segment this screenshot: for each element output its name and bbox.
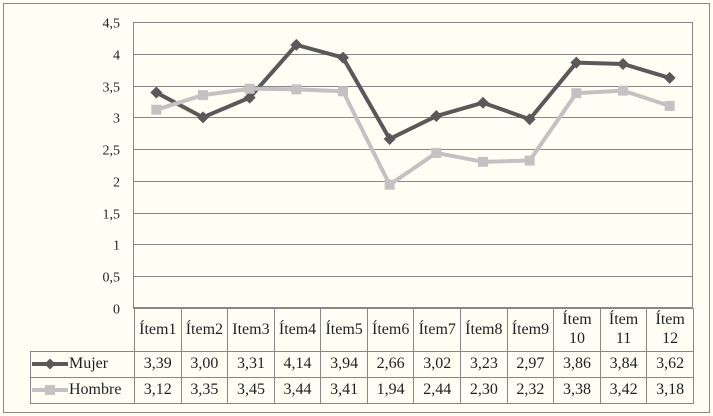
mujer-diamond-marker-icon <box>477 96 489 109</box>
y-axis-label: 4,5 <box>103 17 121 32</box>
mujer-diamond-marker-icon <box>523 113 536 126</box>
y-axis-label: 3,5 <box>103 81 121 96</box>
plot-border <box>133 22 693 308</box>
hombre-square-marker-icon <box>384 179 395 190</box>
value-cell: 4,14 <box>273 351 322 378</box>
table-corner-cell <box>31 309 135 352</box>
value-cell: 3,02 <box>413 351 462 378</box>
category-header: Ítem2 <box>180 308 229 352</box>
value-cell: 3,94 <box>320 351 368 378</box>
y-axis-label: 0,5 <box>103 271 121 286</box>
value-cell: 2,44 <box>413 377 462 404</box>
legend-cell-hombre: Hombre <box>30 377 135 404</box>
hombre-square-marker-icon <box>198 90 208 101</box>
hombre-square-marker-icon <box>431 147 442 158</box>
hombre-square-marker-icon <box>338 86 348 97</box>
mujer-diamond-marker-icon <box>663 71 676 84</box>
category-header: Ítem 10 <box>553 308 601 352</box>
mujer-diamond-marker-icon <box>337 51 349 64</box>
y-axis-label: 2,5 <box>103 144 121 159</box>
hombre-square-marker-icon <box>244 83 255 94</box>
y-axis-label: 2 <box>113 176 120 191</box>
mujer-series-line <box>155 42 671 141</box>
series-row-hombre: Hombre 3,12 3,35 3,45 3,44 3,41 1,94 2,44 2,30 2,… <box>30 377 694 404</box>
value-cell: 3,86 <box>553 351 601 378</box>
legend-cell-mujer: Mujer <box>30 351 135 378</box>
mujer-legend-marker-icon <box>32 358 68 370</box>
value-cell: 1,94 <box>366 377 415 404</box>
category-header: Ítem 11 <box>599 308 648 352</box>
category-header: Ítem 12 <box>646 308 694 352</box>
value-cell: 3,41 <box>320 377 368 404</box>
category-header: Item3 <box>227 308 275 352</box>
series-row-mujer: Mujer 3,39 3,00 3,31 4,14 3,94 2,66 3,02 3,23 2,9… <box>30 351 694 378</box>
hombre-square-marker-icon <box>524 155 535 166</box>
mujer-diamond-marker-icon <box>570 56 583 69</box>
hombre-square-marker-icon <box>618 85 628 96</box>
hombre-series-line <box>155 86 671 187</box>
value-cell: 3,39 <box>134 351 182 378</box>
value-cell: 3,45 <box>227 377 275 404</box>
category-header: Ítem6 <box>366 308 415 352</box>
value-cell: 3,12 <box>134 377 182 404</box>
legend-label-mujer: Mujer <box>69 355 109 372</box>
outer-frame <box>3 3 710 413</box>
hombre-square-marker-icon <box>571 88 582 99</box>
value-cell: 3,18 <box>646 377 694 404</box>
y-axis-label: 1,5 <box>103 208 121 223</box>
value-cell: 3,31 <box>227 351 275 378</box>
value-cell: 3,00 <box>180 351 229 378</box>
value-cell: 3,23 <box>460 351 508 378</box>
mujer-diamond-marker-icon <box>290 38 303 51</box>
hombre-square-marker-icon <box>291 84 302 95</box>
value-cell: 3,62 <box>646 351 694 378</box>
mujer-diamond-marker-icon <box>430 110 443 123</box>
value-cell: 3,44 <box>273 377 322 404</box>
mujer-diamond-marker-icon <box>150 86 163 99</box>
category-header: Ítem4 <box>273 308 322 352</box>
mujer-diamond-marker-icon <box>383 132 396 145</box>
mujer-diamond-marker-icon <box>197 111 209 124</box>
table-header-row: Ítem1 Ítem2 Item3 Ítem4 Ítem5 Ítem6 Ítem7 Ítem8… <box>31 308 694 352</box>
hombre-legend-marker-icon <box>32 385 68 396</box>
mujer-diamond-marker-icon <box>243 91 256 104</box>
category-header: Ítem1 <box>134 308 182 352</box>
legend-label-hombre: Hombre <box>69 381 122 398</box>
value-cell: 2,97 <box>506 351 555 378</box>
hombre-square-marker-icon <box>151 104 162 115</box>
category-header: Ítem7 <box>413 308 462 352</box>
category-header: Ítem8 <box>460 308 508 352</box>
category-header: Ítem5 <box>320 308 368 352</box>
mujer-diamond-marker-icon <box>617 57 629 70</box>
category-header: Ítem9 <box>506 308 555 352</box>
y-axis-label: 4 <box>113 49 120 64</box>
value-cell: 2,66 <box>366 351 415 378</box>
value-cell: 2,30 <box>460 377 508 404</box>
hombre-square-marker-icon <box>664 100 675 111</box>
y-axis-label: 1 <box>113 239 120 254</box>
y-axis-label: 3 <box>113 112 120 127</box>
value-cell: 3,35 <box>180 377 229 404</box>
value-cell: 2,32 <box>506 377 555 404</box>
value-cell: 3,84 <box>599 351 648 378</box>
hombre-square-marker-icon <box>478 156 488 167</box>
data-table: Ítem1 Ítem2 Item3 Ítem4 Ítem5 Ítem6 Ítem7 Ítem8… <box>30 308 694 404</box>
value-cell: 3,38 <box>553 377 601 404</box>
value-cell: 3,42 <box>599 377 648 404</box>
y-axis-label: 0 <box>113 303 120 318</box>
